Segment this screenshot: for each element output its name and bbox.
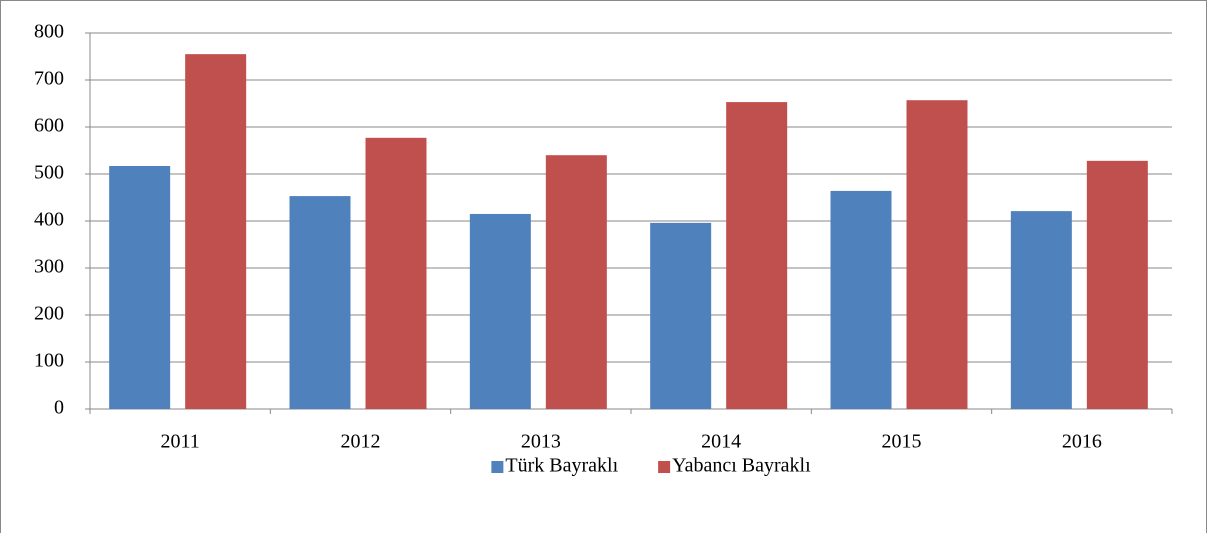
x-tick-label: 2012 <box>341 431 381 453</box>
bar <box>365 137 427 409</box>
x-tick-label: 2016 <box>1062 431 1102 453</box>
bar <box>726 102 788 409</box>
y-tick-label: 700 <box>34 68 64 90</box>
x-tick-label: 2013 <box>521 431 561 453</box>
bar <box>1010 211 1072 409</box>
y-tick-label: 600 <box>34 115 64 137</box>
y-tick-label: 0 <box>54 397 64 419</box>
legend-swatch <box>491 461 504 473</box>
y-tick-label: 500 <box>34 162 64 184</box>
bar <box>289 196 351 409</box>
x-tick-label: 2015 <box>882 431 922 453</box>
x-tick-label: 2011 <box>161 431 200 453</box>
x-tick-label: 2014 <box>701 431 741 453</box>
bar <box>906 100 968 410</box>
bar <box>469 213 531 409</box>
legend-label: Yabancı Bayraklı <box>672 455 811 477</box>
y-tick-label: 100 <box>34 350 64 372</box>
y-tick-label: 400 <box>34 209 64 231</box>
bar <box>830 190 892 409</box>
y-tick-label: 200 <box>34 303 64 325</box>
bar <box>109 166 171 409</box>
bar <box>650 222 712 409</box>
legend-swatch <box>658 461 671 473</box>
bar <box>185 54 247 410</box>
bar <box>1086 160 1148 409</box>
legend-label: Türk Bayraklı <box>505 455 618 477</box>
bar <box>545 155 607 409</box>
y-tick-label: 300 <box>34 256 64 278</box>
y-tick-label: 800 <box>34 21 64 43</box>
